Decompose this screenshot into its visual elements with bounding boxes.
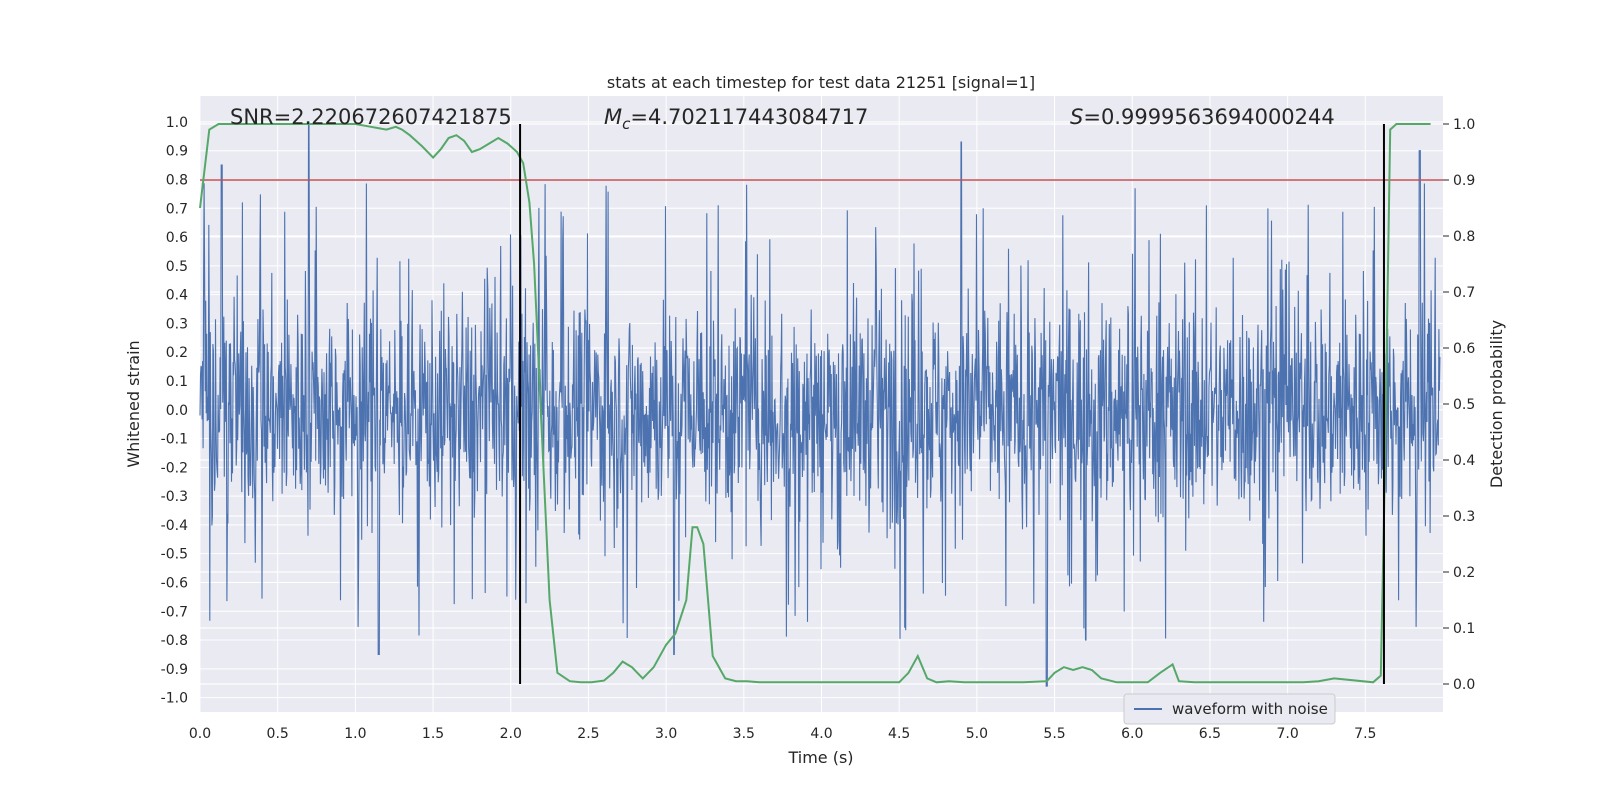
y-right-tick-label: 0.6: [1453, 341, 1475, 357]
y-tick-label: -1.0: [161, 691, 188, 707]
legend: waveform with noise: [1123, 693, 1336, 725]
y-tick-label: 0.8: [166, 172, 188, 188]
y-tick-label: 0.7: [166, 201, 188, 217]
x-tick-label: 0.0: [189, 726, 211, 742]
y-right-tick-label: 0.7: [1453, 285, 1475, 301]
y-right-tick-label: 0.8: [1453, 229, 1475, 245]
y-right-tick-label: 0.5: [1453, 397, 1475, 413]
y-right-tick-label: 1.0: [1453, 117, 1475, 133]
y-tick-label: 0.0: [166, 403, 188, 419]
y-tick-label: -0.7: [161, 604, 188, 620]
x-tick-label: 0.5: [267, 726, 289, 742]
x-tick-label: 3.0: [655, 726, 677, 742]
legend-box: [1123, 693, 1336, 725]
x-tick-label: 2.5: [577, 726, 599, 742]
x-tick-label: 4.5: [888, 726, 910, 742]
y-tick-label: -0.5: [161, 547, 188, 563]
y-tick-label: 0.4: [166, 288, 188, 304]
x-tick-label: 1.5: [422, 726, 444, 742]
x-tick-label: 6.0: [1121, 726, 1143, 742]
legend-label: waveform with noise: [1172, 700, 1328, 718]
y-tick-label: -0.9: [161, 662, 188, 678]
y-tick-label: -0.6: [161, 575, 188, 591]
y-tick-label: 0.6: [166, 230, 188, 246]
y-tick-label: 0.3: [166, 316, 188, 332]
y-right-tick-label: 0.9: [1453, 173, 1475, 189]
y-tick-label: 0.5: [166, 259, 188, 275]
x-tick-label: 4.0: [810, 726, 832, 742]
y-tick-label: -0.2: [161, 460, 188, 476]
y-tick-label: 0.2: [166, 345, 188, 361]
x-tick-label: 6.5: [1199, 726, 1221, 742]
y-right-axis-label: Detection probability: [1487, 320, 1506, 488]
y-right-axis-ticks: 1.0 0.9 0.8 0.7 0.6 0.5 0.4 0.3 0.2 0.1 0.0: [1443, 117, 1475, 693]
waveform-line: [199, 121, 1441, 687]
y-tick-label: -0.8: [161, 633, 188, 649]
y-tick-label: 0.9: [166, 144, 188, 160]
event-lines: [519, 124, 1385, 684]
x-tick-label: 7.0: [1276, 726, 1298, 742]
y-right-tick-label: 0.1: [1453, 621, 1475, 637]
x-tick-label: 2.0: [500, 726, 522, 742]
detection-probability-series: [199, 123, 1431, 684]
chirp-mass-subscript: c: [622, 115, 631, 133]
chirp-mass-annotation: Mc=4.702117443084717: [604, 105, 868, 133]
snr-annotation: SNR=2.220672607421875: [230, 105, 512, 129]
s-value: =0.9999563694000244: [1083, 105, 1334, 129]
y-tick-label: -0.4: [161, 518, 188, 534]
chirp-mass-symbol: M: [604, 105, 622, 129]
y-tick-label: -0.3: [161, 489, 188, 505]
y-tick-label: 0.1: [166, 374, 188, 390]
x-tick-label: 5.0: [966, 726, 988, 742]
waveform-with-noise-series: [199, 121, 1441, 687]
y-axis-label: Whitened strain: [124, 340, 143, 467]
x-tick-label: 7.5: [1354, 726, 1376, 742]
s-symbol: S: [1070, 105, 1083, 129]
y-right-tick-label: 0.2: [1453, 565, 1475, 581]
x-axis-ticks: 0.0 0.5 1.0 1.5 2.0 2.5 3.0 3.5 4.0 4.5 5.0 5.5 6.0 6…: [189, 726, 1377, 742]
y-right-tick-label: 0.0: [1453, 677, 1475, 693]
x-tick-label: 3.5: [733, 726, 755, 742]
y-tick-label: -0.1: [161, 432, 188, 448]
y-tick-label: 1.0: [166, 115, 188, 131]
x-tick-label: 5.5: [1043, 726, 1065, 742]
chart-title: stats at each timestep for test data 212…: [607, 73, 1035, 92]
probability-line: [199, 123, 1431, 684]
y-axis-ticks: 1.0 0.9 0.8 0.7 0.6 0.5 0.4 0.3 0.2 0.1 0.0 -0.1 -0.…: [161, 115, 188, 707]
chirp-mass-value: =4.702117443084717: [630, 105, 868, 129]
y-right-tick-label: 0.3: [1453, 509, 1475, 525]
s-annotation: S=0.9999563694000244: [1070, 105, 1335, 129]
y-right-tick-label: 0.4: [1453, 453, 1475, 469]
x-tick-label: 1.0: [344, 726, 366, 742]
x-axis-label: Time (s): [787, 748, 853, 767]
